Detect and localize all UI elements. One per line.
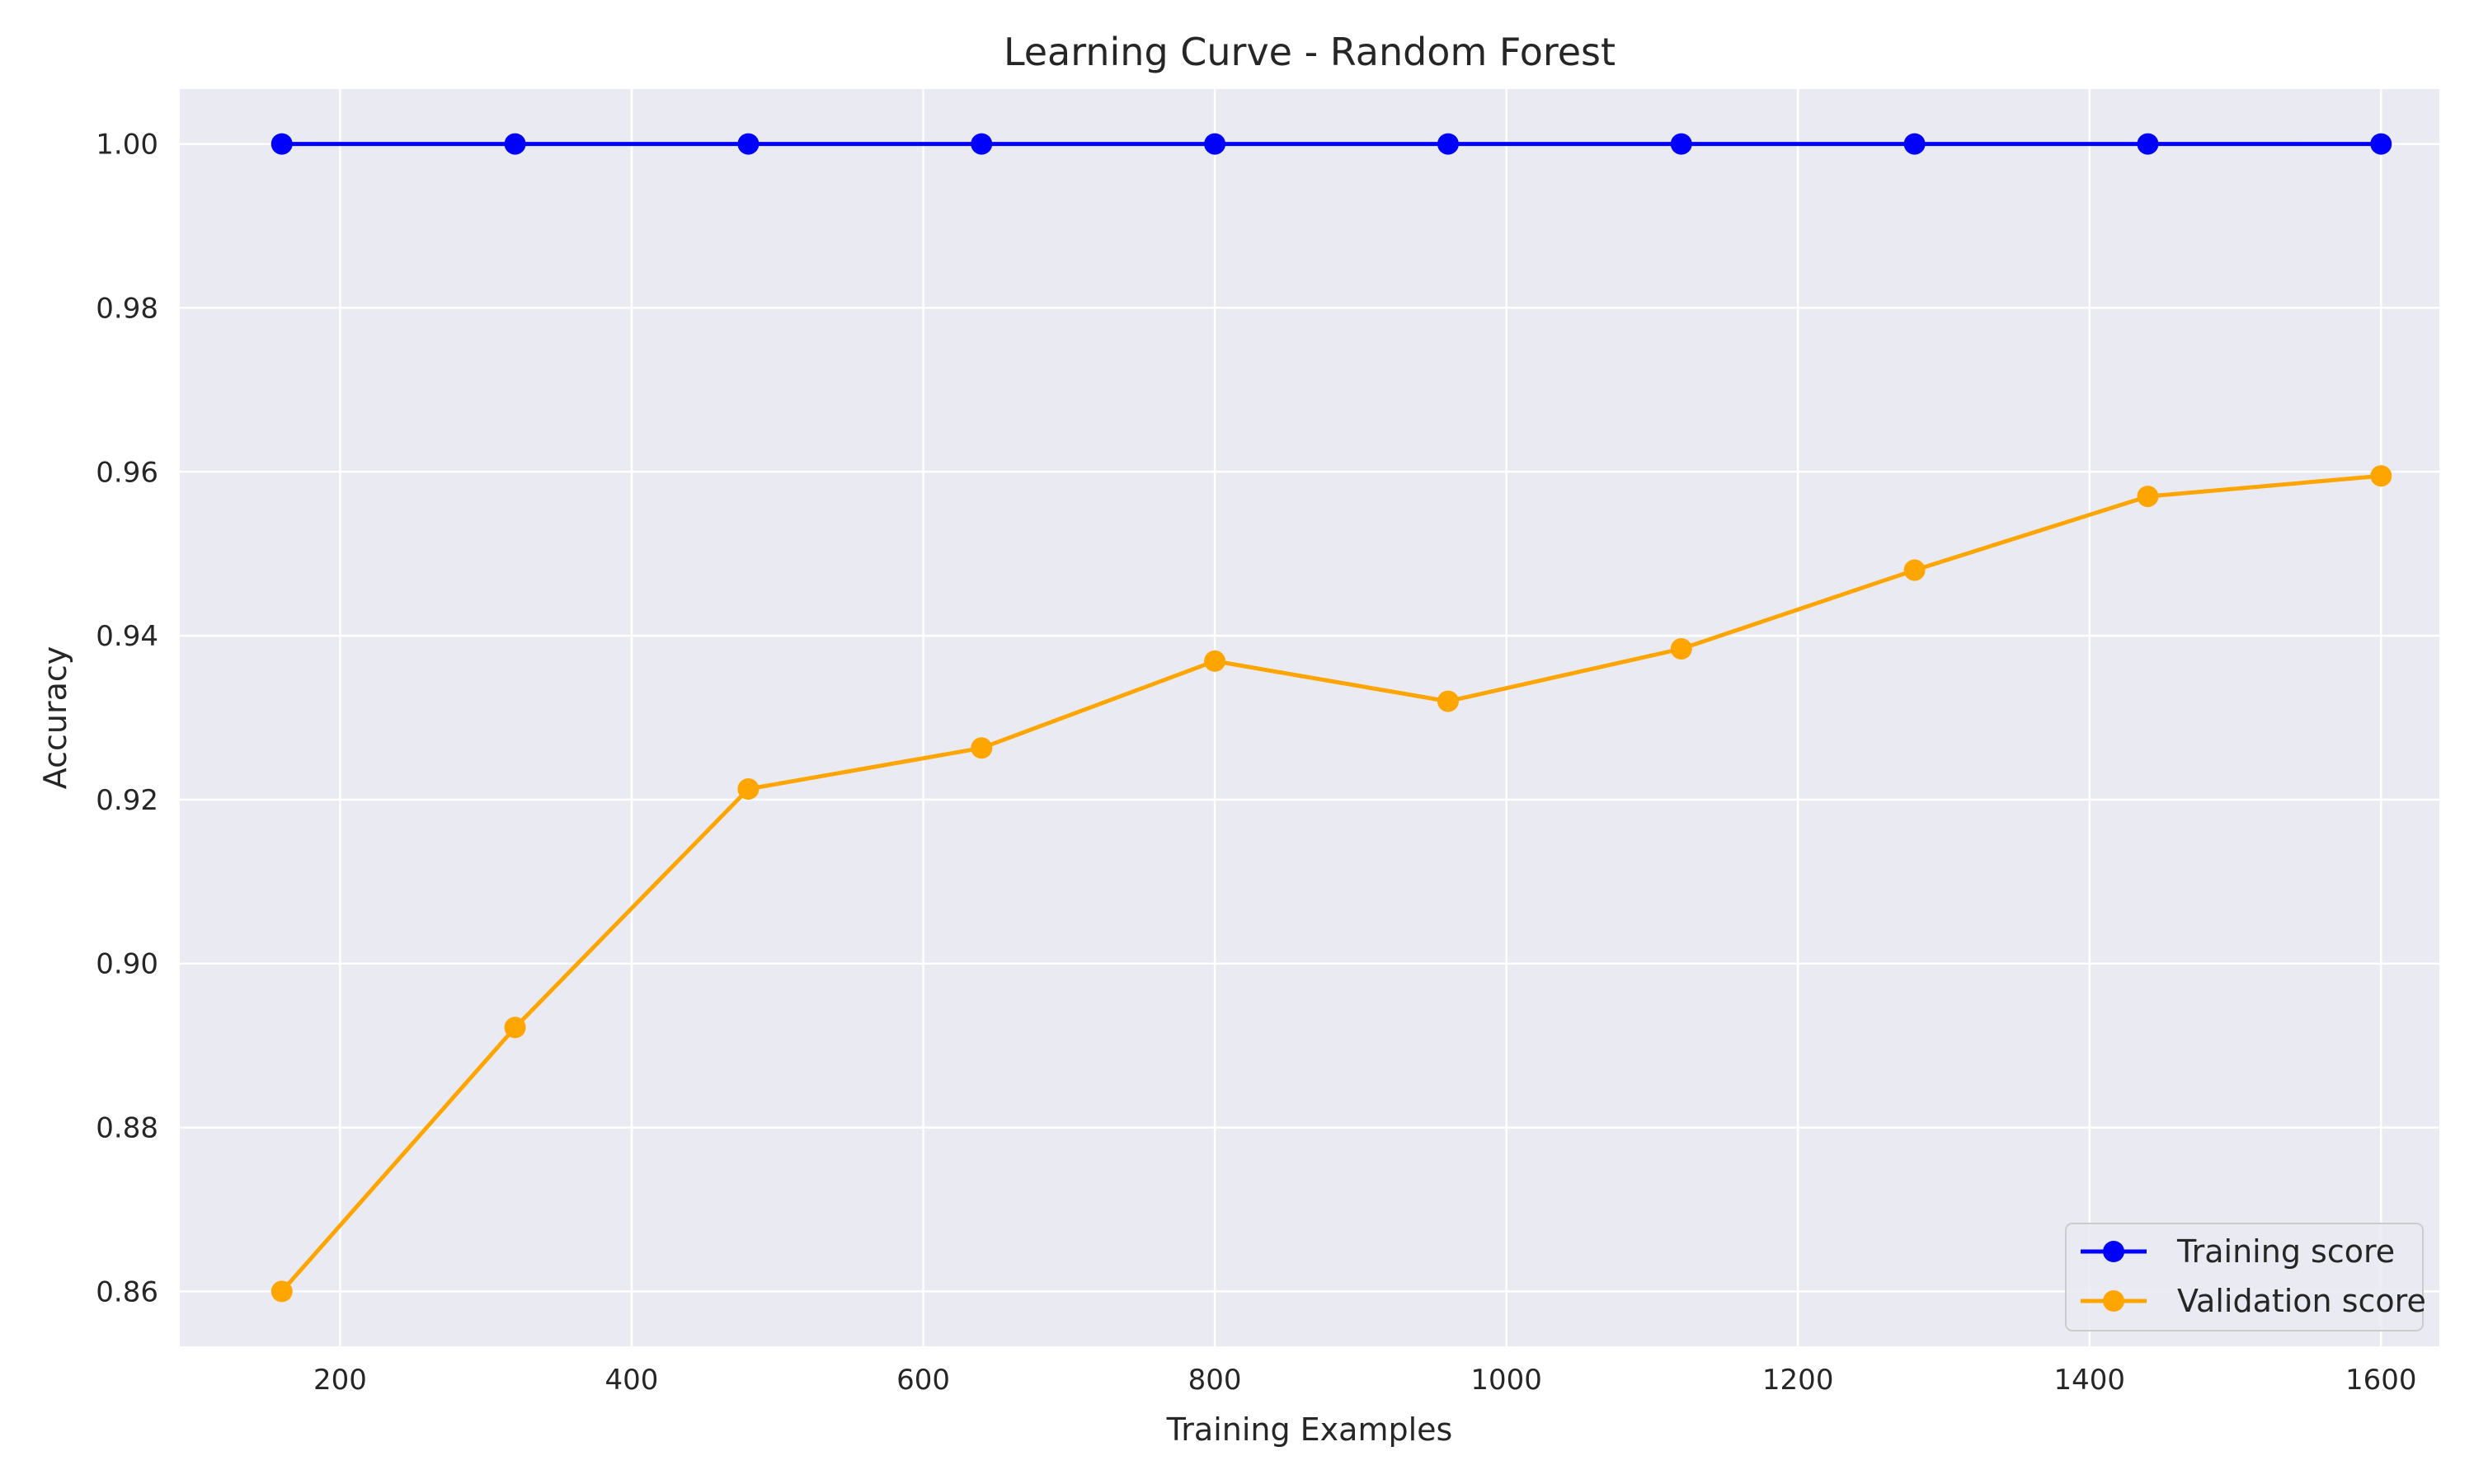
data-point <box>737 777 760 800</box>
data-point <box>971 737 993 759</box>
data-point <box>2137 133 2159 155</box>
data-point <box>504 133 526 155</box>
plot-area <box>180 89 2439 1346</box>
data-point <box>270 133 293 155</box>
y-tick-label: 0.86 <box>96 1275 158 1308</box>
x-tick-label: 1600 <box>2345 1364 2417 1397</box>
x-tick-label: 600 <box>896 1364 950 1397</box>
legend-entry: Training score <box>2081 1233 2395 1270</box>
legend-label: Training score <box>2176 1233 2395 1270</box>
series-0 <box>270 133 2392 155</box>
legend-entries: Training score Validation score <box>2081 1233 2426 1319</box>
y-tick-label: 0.90 <box>96 948 158 981</box>
data-point <box>737 133 760 155</box>
y-tick-label: 0.92 <box>96 784 158 817</box>
data-point <box>1903 559 1926 581</box>
y-tick-label: 1.00 <box>96 129 158 162</box>
x-axis-label: Training Examples <box>1166 1411 1453 1448</box>
legend-marker <box>2103 1290 2124 1312</box>
data-point <box>504 1017 526 1039</box>
data-point <box>1437 133 1459 155</box>
data-point <box>1903 133 1926 155</box>
y-axis-label: Accuracy <box>37 646 73 790</box>
x-tick-label: 200 <box>313 1364 367 1397</box>
legend-label: Validation score <box>2177 1283 2426 1319</box>
x-tick-label: 1400 <box>2053 1364 2125 1397</box>
chart-title: Learning Curve - Random Forest <box>1004 30 1616 74</box>
data-point <box>1670 637 1692 660</box>
series-line <box>280 473 2383 1294</box>
data-point <box>971 133 993 155</box>
legend-box <box>2065 1223 2424 1331</box>
data-point <box>270 1280 293 1303</box>
y-tick-label: 0.96 <box>96 456 158 489</box>
x-tick-label: 1000 <box>1470 1364 1542 1397</box>
data-point <box>1437 690 1459 712</box>
data-point <box>1204 133 1226 155</box>
data-point <box>1204 650 1226 672</box>
data-point <box>2137 486 2159 508</box>
tick-labels: 200 400 600 800 1000 1200 1400 1600 0.86 0.88 0.90… <box>96 129 2416 1397</box>
legend-entry: Validation score <box>2081 1283 2426 1319</box>
y-tick-label: 0.88 <box>96 1112 158 1145</box>
x-tick-label: 400 <box>605 1364 659 1397</box>
grid-lines <box>180 89 2439 1346</box>
data-point <box>1670 133 1692 155</box>
data-point <box>2370 465 2392 487</box>
legend-marker <box>2103 1241 2124 1262</box>
series-layer <box>270 133 2392 1303</box>
y-tick-label: 0.98 <box>96 292 158 325</box>
series-1 <box>270 465 2392 1303</box>
legend: Training score Validation score <box>2065 1223 2426 1331</box>
data-point <box>2370 133 2392 155</box>
x-tick-label: 1200 <box>1762 1364 1834 1397</box>
x-tick-label: 800 <box>1188 1364 1242 1397</box>
y-tick-label: 0.94 <box>96 620 158 653</box>
